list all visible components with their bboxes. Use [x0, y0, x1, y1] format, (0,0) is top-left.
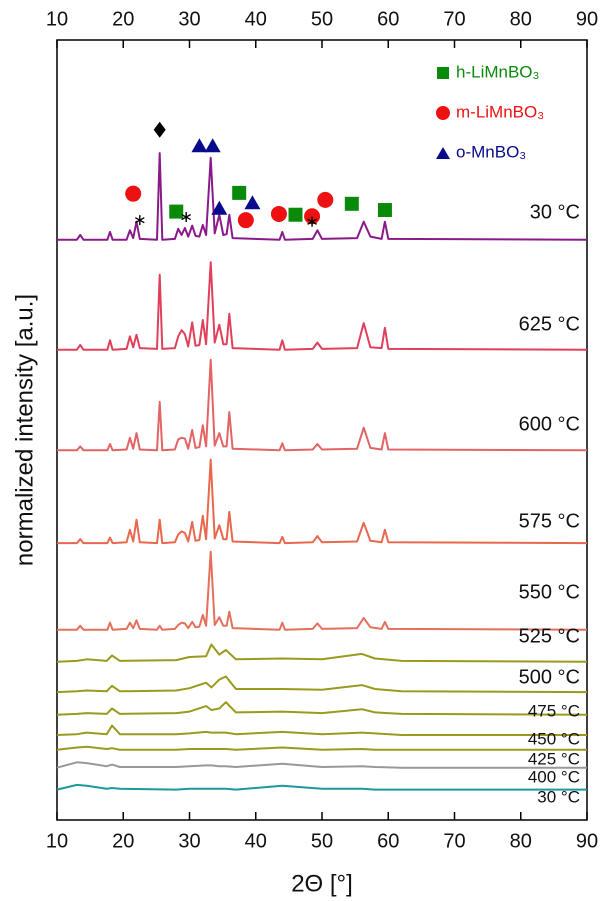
pattern-line	[57, 550, 588, 631]
x-tick-label-top: 60	[377, 8, 399, 30]
series-label: 30 °C	[537, 787, 580, 806]
legend-symbol	[436, 106, 450, 120]
x-tick-label-top: 50	[311, 8, 333, 30]
series-label: 525 °C	[519, 625, 580, 647]
marker-diamond	[153, 121, 166, 138]
series-label: 550 °C	[519, 581, 580, 603]
series-label: 30 °C	[530, 201, 580, 223]
series-label: 575 °C	[519, 510, 580, 532]
marker-triangle	[244, 195, 261, 210]
legend-label: m-LiMnBO₃	[456, 102, 544, 121]
x-tick-label: 30	[178, 830, 200, 852]
x-tick-label-top: 20	[112, 8, 134, 30]
marker-circle	[270, 205, 287, 222]
x-tick-label-top: 10	[46, 8, 68, 30]
legend-label: o-MnBO₃	[456, 142, 526, 161]
x-tick-label: 10	[46, 830, 68, 852]
x-tick-label: 20	[112, 830, 134, 852]
x-axis-label: 2Θ [°]	[291, 870, 353, 897]
marker-square	[288, 207, 303, 222]
series-label: 625 °C	[519, 313, 580, 335]
legend-label: h-LiMnBO₃	[456, 62, 539, 81]
pattern-line	[56, 675, 588, 694]
marker-asterisk	[134, 215, 145, 226]
x-tick-label-top: 90	[576, 8, 598, 30]
marker-triangle	[211, 200, 228, 215]
x-tick-label: 50	[311, 830, 333, 852]
marker-square	[377, 203, 392, 218]
x-tick-label-top: 70	[443, 8, 465, 30]
x-tick-label: 80	[510, 830, 532, 852]
pattern-line	[56, 745, 587, 751]
marker-circle	[237, 212, 254, 229]
pattern-line	[56, 643, 588, 663]
series-label: 475 °C	[528, 701, 580, 720]
marker-asterisk	[181, 212, 192, 223]
series-label: 400 °C	[528, 767, 580, 786]
x-tick-label-top: 80	[510, 8, 532, 30]
series-label: 600 °C	[519, 413, 580, 435]
x-tick-label: 70	[443, 830, 465, 852]
series-label: 450 °C	[528, 729, 580, 748]
marker-triangle	[204, 138, 221, 153]
pattern-line	[57, 458, 588, 545]
pattern-line	[57, 261, 588, 351]
legend-symbol	[436, 147, 450, 159]
pattern-line	[56, 783, 587, 791]
pattern-line	[57, 152, 588, 241]
marker-circle	[125, 185, 142, 202]
series-label: 425 °C	[528, 749, 580, 768]
pattern-line	[56, 724, 587, 736]
x-tick-label: 40	[245, 830, 267, 852]
marker-square	[169, 204, 184, 219]
y-axis-label: normalized intensity [a.u.]	[11, 294, 38, 566]
x-tick-label: 60	[377, 830, 399, 852]
marker-square	[232, 185, 247, 200]
pattern-line	[56, 761, 587, 769]
marker-triangle	[191, 138, 208, 153]
legend-symbol	[437, 67, 449, 79]
marker-circle	[317, 191, 334, 208]
pattern-line	[57, 358, 588, 452]
x-tick-label: 90	[576, 830, 598, 852]
marker-square	[344, 196, 359, 211]
x-tick-label-top: 40	[245, 8, 267, 30]
series-label: 500 °C	[519, 666, 580, 688]
pattern-line	[56, 701, 588, 716]
x-tick-label-top: 30	[178, 8, 200, 30]
marker-asterisk	[307, 216, 317, 227]
